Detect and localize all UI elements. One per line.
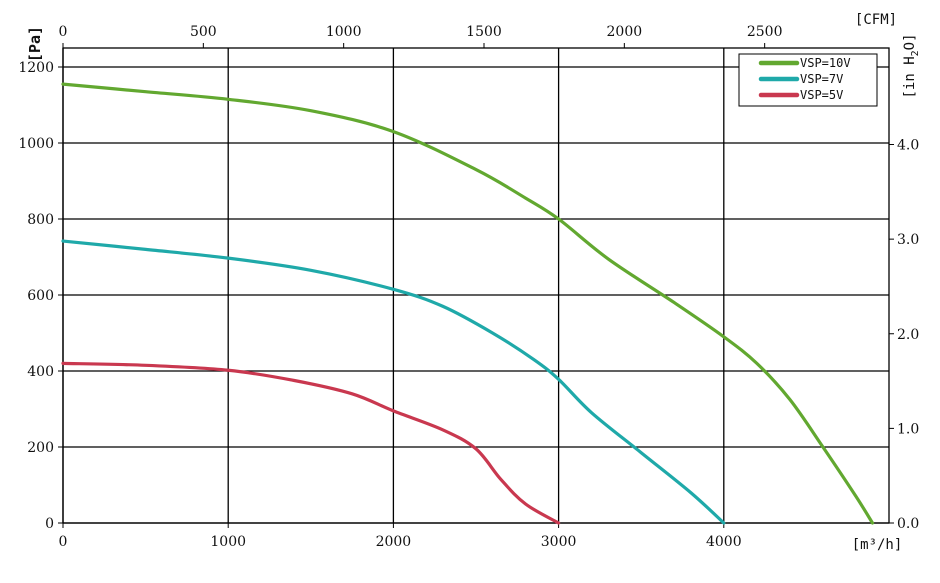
right-unit-main: [in H xyxy=(902,56,918,98)
legend-label-vsp-10v: VSP=10V xyxy=(800,56,851,70)
x-tick-label: 3000 xyxy=(541,534,577,550)
y-tick-label: 1000 xyxy=(18,136,54,152)
legend-label-vsp-7v: VSP=7V xyxy=(800,72,843,86)
top-tick-label: 1000 xyxy=(326,24,362,40)
right-tick-label: 4.0 xyxy=(897,138,919,154)
top-tick-label: 0 xyxy=(59,24,68,40)
x-tick-label: 1000 xyxy=(210,534,246,550)
top-tick-label: 500 xyxy=(190,24,217,40)
x-tick-label: 4000 xyxy=(706,534,742,550)
y-tick-label: 800 xyxy=(27,212,54,228)
top-tick-label: 1500 xyxy=(466,24,502,40)
top-tick-label: 2000 xyxy=(607,24,643,40)
axes: 0 1000 2000 3000 4000 0 200 400 600 800 1000 1200 0 5… xyxy=(18,24,919,550)
x-tick-label: 2000 xyxy=(376,534,412,550)
y-tick-label: 1200 xyxy=(18,60,54,76)
y-tick-label: 0 xyxy=(45,516,54,532)
right-tick-label: 0.0 xyxy=(897,516,919,532)
right-tick-label: 1.0 xyxy=(897,421,919,437)
top-tick-label: 2500 xyxy=(747,24,783,40)
y-tick-label: 200 xyxy=(27,440,54,456)
plot-frame xyxy=(62,47,890,524)
series-line-vsp-10v xyxy=(61,82,875,525)
y-tick-label: 400 xyxy=(27,364,54,380)
series-line-vsp-7v xyxy=(61,239,726,525)
top-unit-label: [CFM] xyxy=(855,12,897,28)
right-tick-label: 3.0 xyxy=(897,232,919,248)
legend: VSP=10V VSP=7V VSP=5V xyxy=(738,53,878,107)
grid xyxy=(62,48,889,524)
right-unit-subscript: 2 xyxy=(910,50,921,56)
y-tick-label: 600 xyxy=(27,288,54,304)
series-line-vsp-5v xyxy=(61,361,561,525)
right-unit-label: [in H2O] xyxy=(902,33,921,98)
series xyxy=(61,82,875,525)
x-tick-label: 0 xyxy=(59,534,68,550)
legend-label-vsp-5v: VSP=5V xyxy=(800,88,843,102)
bottom-unit-label: [m³/h] xyxy=(852,537,903,553)
left-unit-label: [Pa] xyxy=(26,26,44,62)
right-tick-label: 2.0 xyxy=(897,327,919,343)
right-unit-tail: O] xyxy=(902,33,918,50)
